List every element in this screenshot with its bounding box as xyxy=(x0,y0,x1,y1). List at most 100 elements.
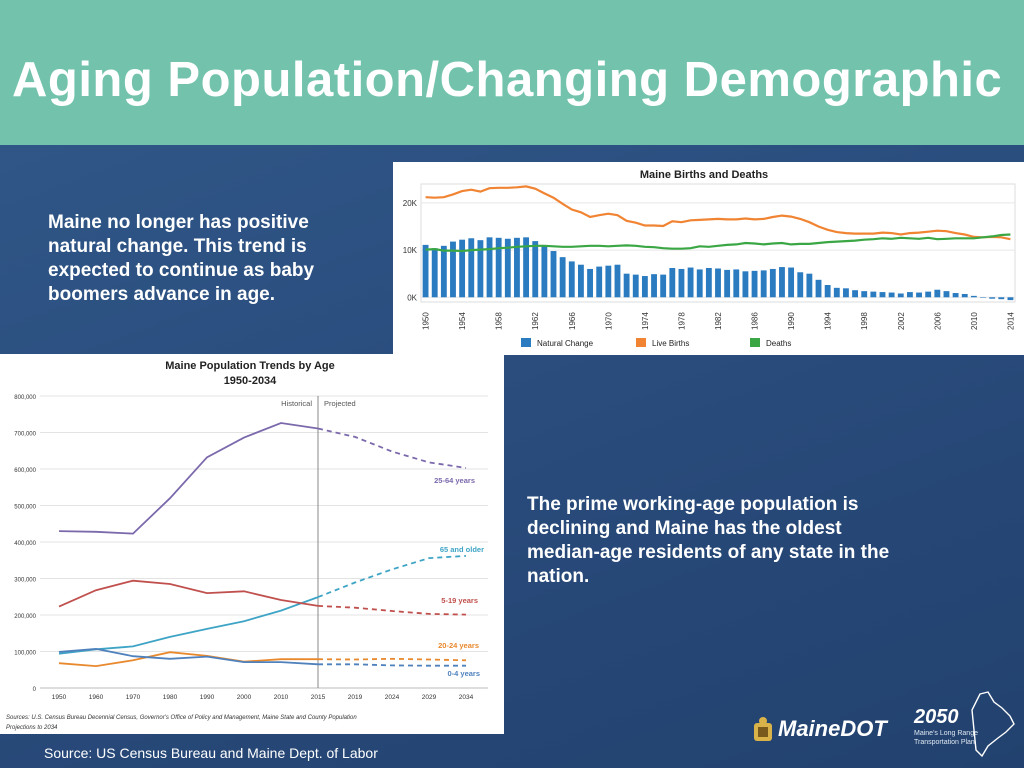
natural-change-bar xyxy=(495,237,502,298)
y-tick-label: 500,000 xyxy=(14,505,36,511)
natural-change-bar xyxy=(514,237,520,298)
natural-change-bar xyxy=(852,290,859,298)
65-and-older-historical-line xyxy=(58,596,319,655)
natural-change-bar xyxy=(824,285,831,298)
x-tick-label: 1986 xyxy=(751,312,760,330)
deaths-legend-label: Deaths xyxy=(766,339,791,348)
projected-label: Projected xyxy=(324,399,356,408)
working-age-text: The prime working-age population is decl… xyxy=(527,494,890,587)
population-trends-chart: Maine Population Trends by Age 1950-2034 0… xyxy=(6,360,488,731)
deaths-legend-swatch xyxy=(750,338,760,347)
x-tick-label: 1998 xyxy=(860,312,869,330)
natural-change-bar xyxy=(651,274,657,298)
natural-change-bar xyxy=(422,244,429,298)
natural-change-bar xyxy=(733,269,740,298)
x-tick-label: 2010 xyxy=(274,694,289,701)
natural-change-bar xyxy=(541,245,548,298)
25-64-years-historical-line xyxy=(58,422,319,535)
plot-frame xyxy=(420,183,1016,303)
natural-change-bar xyxy=(806,273,813,298)
y-tick-label: 300,000 xyxy=(14,578,36,584)
brand-year: 2050 xyxy=(914,706,959,728)
historical-label: Historical xyxy=(281,399,312,408)
natural-change-bar xyxy=(797,272,804,298)
natural-change-bar xyxy=(961,293,968,298)
x-tick-label: 1962 xyxy=(531,312,540,330)
title-bar: Aging Population/Changing Demographic xyxy=(0,0,1024,145)
mainedot-logo: MaineDOT xyxy=(752,715,887,745)
y-tick-label: 100,000 xyxy=(14,651,36,657)
natural-change-bar xyxy=(450,241,456,298)
natural-change-bar xyxy=(980,297,986,298)
logo-text: MaineDOT xyxy=(778,715,887,741)
natural-change-bar xyxy=(523,237,530,298)
natural-change-bar xyxy=(504,238,511,298)
x-tick-label: 2024 xyxy=(385,694,400,701)
natural-change-bar xyxy=(989,297,996,299)
natural-change-bar xyxy=(1007,297,1014,301)
maine-map-icon xyxy=(971,691,1015,758)
natural-change-bar xyxy=(641,276,648,298)
natural-change-bar xyxy=(532,241,539,298)
y-tick-label: 0 xyxy=(33,687,37,693)
natural-change-bar xyxy=(486,237,493,298)
0-4-years-label: 0-4 years xyxy=(447,669,480,678)
slide-title: Aging Population/Changing Demographic xyxy=(12,53,1003,107)
natural-change-bar xyxy=(843,288,849,298)
natural-change-bar xyxy=(934,289,941,298)
live-births-legend-swatch xyxy=(636,338,646,347)
natural-change-bar xyxy=(925,291,932,298)
natural-change-legend-swatch xyxy=(521,338,531,347)
natural-change-bar xyxy=(687,267,694,298)
natural-change-bar xyxy=(897,293,904,298)
20-24-years-projected-line xyxy=(317,657,467,662)
natural-change-bar xyxy=(952,293,959,298)
0-4-years-projected-line xyxy=(318,663,466,667)
x-tick-label: 2010 xyxy=(970,312,979,330)
y-tick-label: 0K xyxy=(407,293,417,302)
x-tick-label: 2034 xyxy=(459,694,474,701)
natural-change-bar xyxy=(815,279,822,298)
natural-change-bar xyxy=(587,268,593,298)
x-tick-label: 1982 xyxy=(714,312,723,330)
source-note: Projections to 2034 xyxy=(6,725,58,731)
x-tick-label: 1960 xyxy=(89,694,104,701)
natural-change-bar xyxy=(760,270,767,298)
population-trends-panel: Maine Population Trends by Age 1950-2034 0… xyxy=(0,354,504,734)
natural-change-bar xyxy=(769,268,776,298)
natural-change-bar xyxy=(705,268,712,298)
natural-change-bar xyxy=(669,268,676,298)
natural-change-bar xyxy=(632,274,639,298)
25-64-years-label: 25-64 years xyxy=(434,476,475,485)
5-19-years-label: 5-19 years xyxy=(441,596,478,605)
5-19-years-projected-line xyxy=(317,605,467,616)
natural-change-bar xyxy=(724,269,731,298)
natural-change-bar xyxy=(559,257,566,298)
x-tick-label: 1954 xyxy=(458,312,467,330)
natural-change-bar xyxy=(998,297,1005,300)
births-deaths-panel: Maine Births and Deaths 0K 10K 20K 1950 1954 1… xyxy=(393,162,1024,355)
y-tick-label: 20K xyxy=(403,199,418,208)
y-tick-label: 800,000 xyxy=(14,395,36,401)
natural-change-bar xyxy=(888,292,895,298)
natural-change-bar xyxy=(788,267,795,298)
x-tick-label: 1950 xyxy=(52,694,67,701)
x-tick-label: 1990 xyxy=(200,694,215,701)
natural-change-bar xyxy=(715,268,721,298)
natural-change-bar xyxy=(861,291,868,298)
natural-change-bar xyxy=(678,268,685,298)
x-tick-label: 1990 xyxy=(787,312,796,330)
births-deaths-chart: Maine Births and Deaths 0K 10K 20K 1950 1954 1… xyxy=(403,169,1016,348)
brand-subtitle-2: Transportation Plan xyxy=(914,739,975,746)
natural-change-bar xyxy=(550,251,557,298)
natural-change-bar xyxy=(477,240,484,298)
natural-change-bar xyxy=(742,271,749,298)
natural-change-legend-label: Natural Change xyxy=(537,339,594,348)
deaths-line xyxy=(425,233,1011,253)
natural-change-bar xyxy=(440,245,447,298)
natural-change-bar xyxy=(459,239,466,298)
natural-change-bar xyxy=(623,273,630,298)
y-tick-label: 400,000 xyxy=(14,541,36,547)
y-tick-label: 600,000 xyxy=(14,468,36,474)
x-tick-label: 1970 xyxy=(126,694,141,701)
